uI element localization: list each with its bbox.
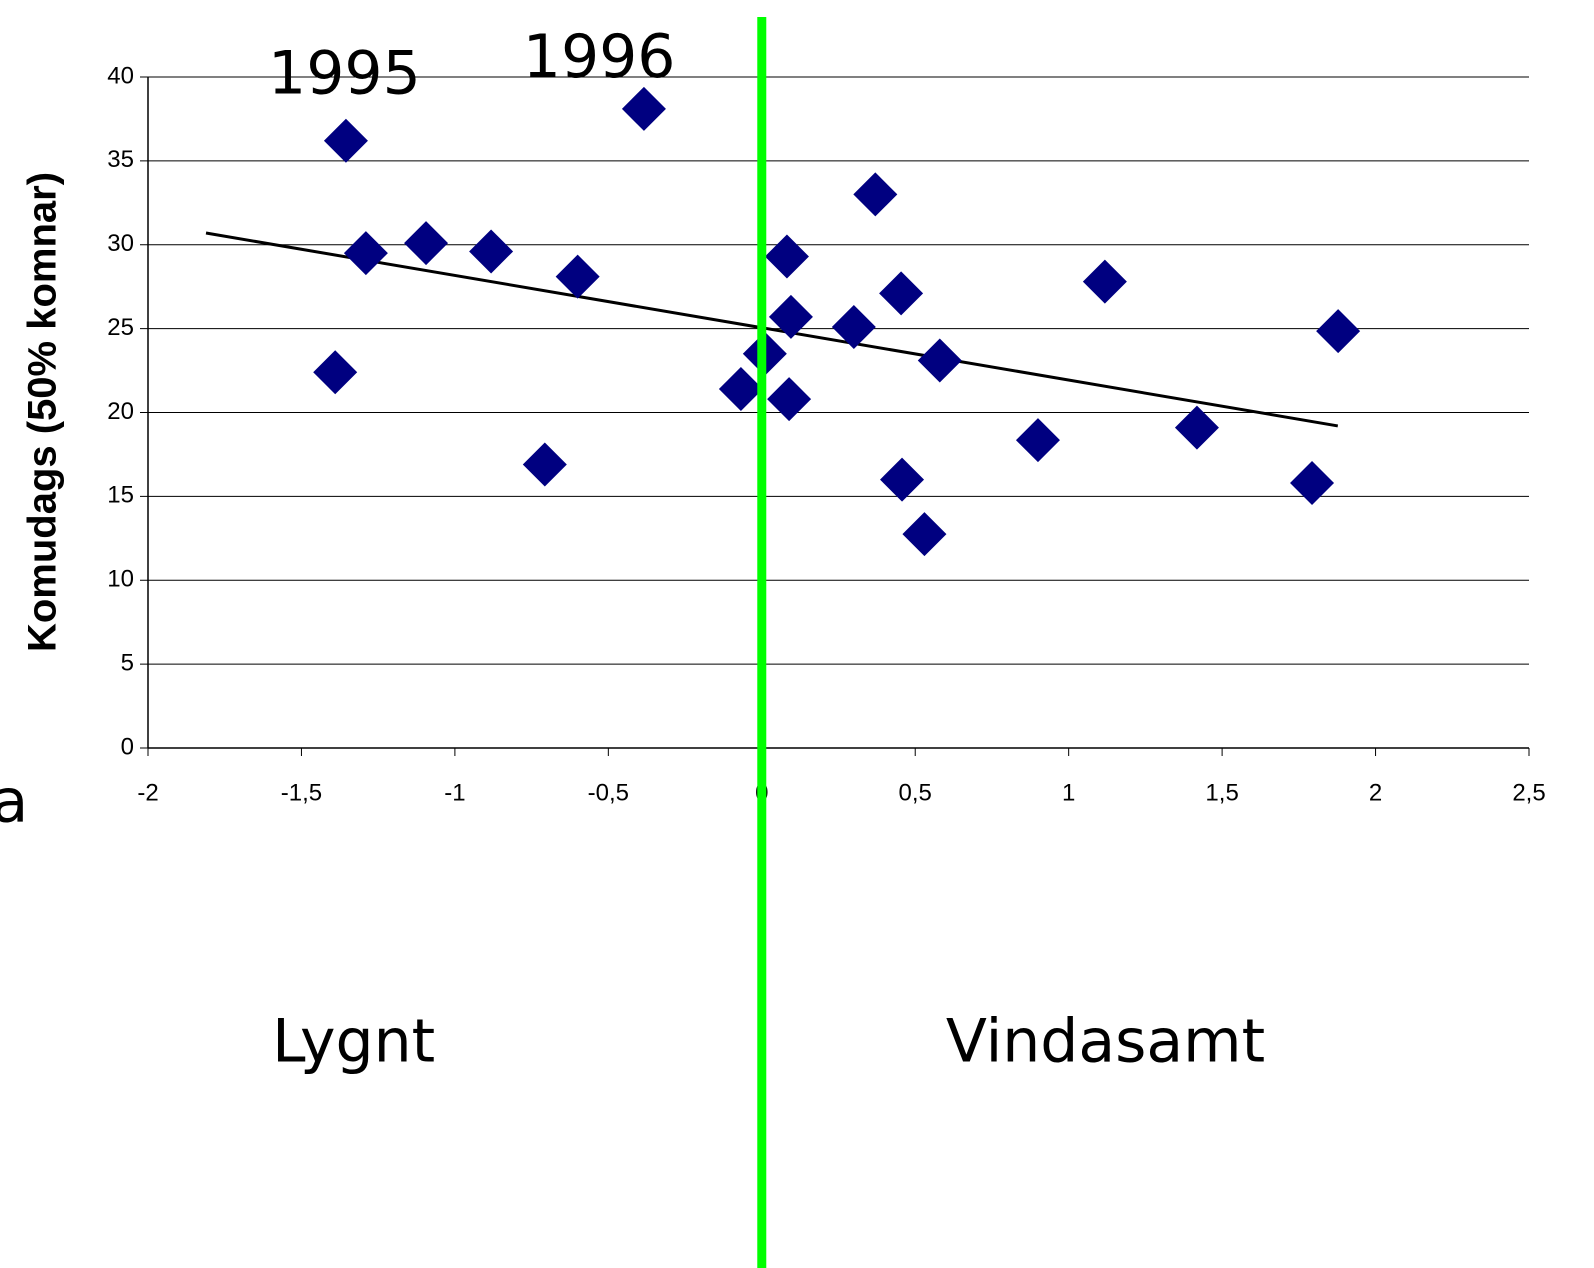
y-tick-label: 10 [107, 566, 134, 593]
x-tick-label: -1 [444, 779, 465, 806]
point [313, 350, 358, 395]
point [880, 457, 925, 502]
x-tick-label: -2 [137, 779, 158, 806]
x-tick-label: 1 [1062, 779, 1075, 806]
y-axis-label: Komudags (50% komnar) [21, 172, 65, 652]
point [555, 254, 600, 299]
point [343, 231, 388, 276]
y-tick-label: 0 [121, 733, 134, 760]
y-tick-label: 40 [107, 62, 134, 89]
trend-line [205, 231, 1339, 428]
point [767, 377, 812, 422]
point [1290, 460, 1335, 505]
y-tick-label: 30 [107, 230, 134, 257]
point [831, 304, 876, 349]
x-tick-label: -0,5 [588, 779, 629, 806]
point [879, 271, 924, 316]
y-tick-label: 25 [107, 314, 134, 341]
annotation: Vindasamt [946, 1007, 1265, 1077]
point [1015, 418, 1060, 463]
point [621, 86, 666, 131]
point [768, 294, 813, 339]
x-tick-label: -1,5 [281, 779, 322, 806]
point [1174, 405, 1219, 450]
point [853, 172, 898, 217]
point [764, 234, 809, 279]
point [323, 118, 368, 163]
point [902, 512, 947, 557]
annotation: a [0, 767, 28, 837]
point [1316, 309, 1361, 354]
annotation: 1995 [268, 39, 421, 109]
y-tick-label: 15 [107, 482, 134, 509]
point [1082, 259, 1127, 304]
y-tick-label: 5 [121, 649, 134, 676]
annotation: Lygnt [272, 1007, 435, 1077]
point [917, 338, 962, 383]
point [522, 442, 567, 487]
x-tick-label: 0,5 [899, 779, 932, 806]
point [404, 221, 449, 266]
y-tick-label: 20 [107, 398, 134, 425]
y-tick-label: 35 [107, 146, 134, 173]
point [469, 229, 514, 274]
annotation: 1996 [523, 22, 676, 92]
point [718, 367, 763, 412]
x-tick-label: 1,5 [1205, 779, 1238, 806]
x-tick-label: 2,5 [1512, 779, 1545, 806]
x-tick-label: 2 [1369, 779, 1382, 806]
